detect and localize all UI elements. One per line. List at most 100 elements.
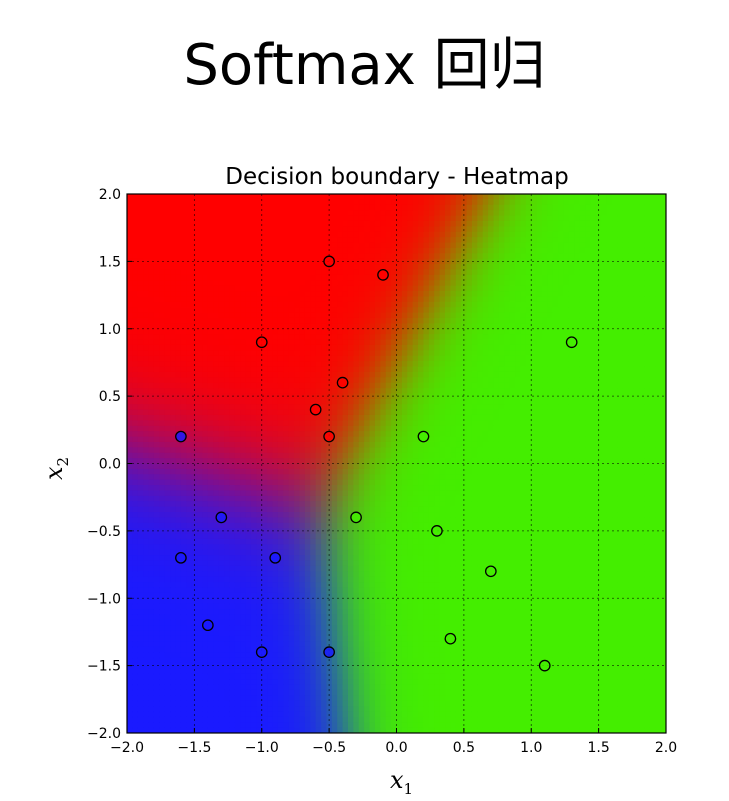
heatmap-cell xyxy=(127,490,133,497)
heatmap-cell xyxy=(202,679,209,686)
heatmap-cell xyxy=(250,549,257,556)
heatmap-cell xyxy=(380,533,387,540)
heatmap-cell xyxy=(299,323,306,330)
heatmap-cell xyxy=(148,226,155,233)
heatmap-cell xyxy=(245,274,252,281)
heatmap-cell xyxy=(283,555,290,562)
heatmap-cell xyxy=(213,619,220,626)
heatmap-cell xyxy=(245,501,252,508)
heatmap-cell xyxy=(283,598,290,605)
heatmap-cell xyxy=(143,371,150,378)
heatmap-cell xyxy=(342,361,349,368)
heatmap-cell xyxy=(170,517,177,524)
heatmap-cell xyxy=(180,274,187,281)
heatmap-cell xyxy=(385,722,392,729)
heatmap-cell xyxy=(310,242,317,249)
heatmap-cell xyxy=(170,533,177,540)
heatmap-cell xyxy=(310,706,317,713)
heatmap-cell xyxy=(267,501,274,508)
heatmap-cell xyxy=(240,280,247,287)
heatmap-cell xyxy=(170,571,177,578)
heatmap-cell xyxy=(218,344,225,351)
heatmap-cell xyxy=(267,582,274,589)
heatmap-cell xyxy=(369,441,376,448)
heatmap-cell xyxy=(250,388,257,395)
heatmap-cell xyxy=(224,495,231,502)
heatmap-cell xyxy=(385,371,392,378)
heatmap-cell xyxy=(353,393,360,400)
heatmap-cell xyxy=(353,382,360,389)
heatmap-cell xyxy=(245,646,252,653)
heatmap-cell xyxy=(374,495,381,502)
heatmap-cell xyxy=(180,242,187,249)
heatmap-cell xyxy=(170,565,177,572)
heatmap-cell xyxy=(391,490,398,497)
heatmap-cell xyxy=(310,463,317,470)
heatmap-cell xyxy=(170,679,177,686)
heatmap-cell xyxy=(337,716,344,723)
heatmap-cell xyxy=(267,722,274,729)
heatmap-cell xyxy=(347,199,354,206)
heatmap-cell xyxy=(250,317,257,324)
heatmap-cell xyxy=(191,485,198,492)
heatmap-cell xyxy=(234,695,241,702)
heatmap-cell xyxy=(175,501,182,508)
heatmap-cell xyxy=(153,555,160,562)
heatmap-cell xyxy=(250,301,257,308)
heatmap-cell xyxy=(127,274,133,281)
heatmap-cell xyxy=(299,673,306,680)
heatmap-cell xyxy=(143,247,150,254)
heatmap-cell xyxy=(272,668,279,675)
heatmap-cell xyxy=(385,544,392,551)
heatmap-cell xyxy=(197,215,204,222)
heatmap-cell xyxy=(148,194,155,200)
heatmap-cell xyxy=(299,582,306,589)
heatmap-cell xyxy=(353,452,360,459)
heatmap-cell xyxy=(175,280,182,287)
heatmap-cell xyxy=(132,280,139,287)
heatmap-cell xyxy=(197,571,204,578)
heatmap-cell xyxy=(229,296,236,303)
heatmap-cell xyxy=(159,458,166,465)
heatmap-cell xyxy=(180,689,187,696)
heatmap-cell xyxy=(267,463,274,470)
heatmap-cell xyxy=(277,560,284,567)
heatmap-cell xyxy=(250,355,257,362)
heatmap-cell xyxy=(175,716,182,723)
heatmap-cell xyxy=(180,458,187,465)
heatmap-cell xyxy=(240,619,247,626)
heatmap-cell xyxy=(261,538,268,545)
heatmap-cell xyxy=(197,404,204,411)
heatmap-cell xyxy=(288,479,295,486)
heatmap-cell xyxy=(159,382,166,389)
heatmap-cell xyxy=(186,339,193,346)
heatmap-cell xyxy=(283,609,290,616)
heatmap-cell xyxy=(234,269,241,276)
heatmap-cell xyxy=(321,237,328,244)
heatmap-cell xyxy=(164,635,171,642)
heatmap-cell xyxy=(315,264,322,271)
heatmap-cell xyxy=(385,641,392,648)
heatmap-cell xyxy=(137,409,144,416)
heatmap-cell xyxy=(224,253,231,260)
heatmap-cell xyxy=(347,204,354,211)
heatmap-cell xyxy=(283,614,290,621)
heatmap-cell xyxy=(180,452,187,459)
heatmap-cell xyxy=(186,549,193,556)
heatmap-cell xyxy=(385,533,392,540)
heatmap-cell xyxy=(148,582,155,589)
heatmap-cell xyxy=(148,716,155,723)
heatmap-cell xyxy=(304,576,311,583)
heatmap-cell xyxy=(391,441,398,448)
heatmap-cell xyxy=(277,458,284,465)
heatmap-cell xyxy=(364,619,371,626)
heatmap-cell xyxy=(256,468,263,475)
heatmap-cell xyxy=(337,247,344,254)
heatmap-cell xyxy=(213,506,220,513)
heatmap-cell xyxy=(283,652,290,659)
heatmap-cell xyxy=(299,226,306,233)
heatmap-cell xyxy=(207,307,214,314)
heatmap-cell xyxy=(234,215,241,222)
heatmap-cell xyxy=(143,215,150,222)
heatmap-cell xyxy=(250,522,257,529)
